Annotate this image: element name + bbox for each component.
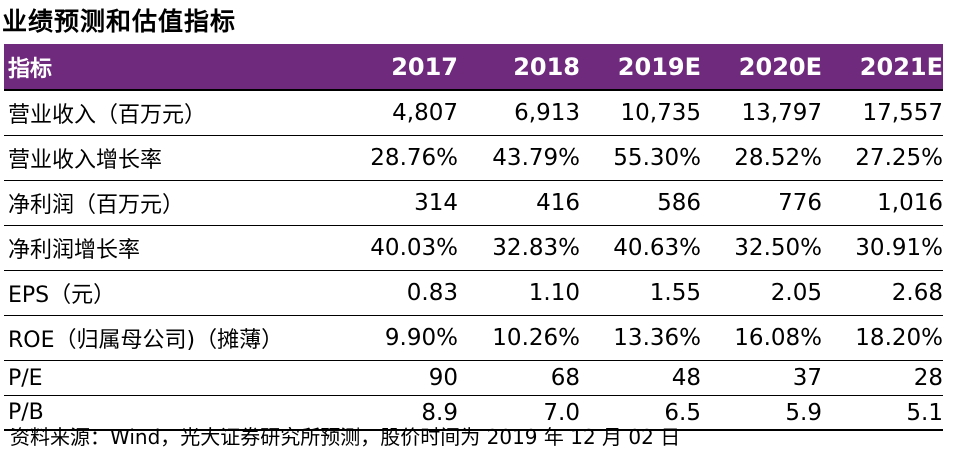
table-cell: 0.83	[406, 280, 458, 306]
table-cell: 2.05	[770, 280, 822, 306]
table-cell: 6,913	[514, 100, 580, 126]
table-cell: 43.79%	[492, 145, 580, 171]
row-label: 净利润（百万元）	[8, 193, 185, 218]
table-cell: 37	[792, 365, 822, 391]
table-row-net-profit-growth: 净利润增长率 40.03% 32.83% 40.63% 32.50% 30.91…	[4, 226, 943, 271]
table-cell: 10.26%	[492, 325, 580, 351]
table-cell: 40.63%	[613, 235, 701, 261]
table-cell: 13.36%	[613, 325, 701, 351]
table-cell: 1.10	[528, 280, 580, 306]
table-cell: 16.08%	[734, 325, 822, 351]
header-cell-indicator: 指标	[8, 56, 53, 82]
table-cell: 9.90%	[384, 325, 458, 351]
table-cell: 4,807	[392, 100, 458, 126]
header-cell-2021e: 2021E	[859, 52, 943, 81]
table-cell: 586	[657, 190, 701, 216]
table-row-revenue: 营业收入（百万元） 4,807 6,913 10,735 13,797 17,5…	[4, 91, 943, 136]
header-cell-2017: 2017	[391, 52, 458, 81]
forecast-valuation-table: 指标 2017 2018 2019E 2020E 2021E 营业收入（百万元）…	[4, 44, 943, 431]
table-cell: 30.91%	[855, 235, 943, 261]
table-cell: 5.9	[785, 399, 822, 426]
table-row-net-profit: 净利润（百万元） 314 416 586 776 1,016	[4, 181, 943, 226]
table-cell: 40.03%	[370, 235, 458, 261]
table-cell: 28.76%	[370, 145, 458, 171]
table-cell: 32.83%	[492, 235, 580, 261]
row-label: EPS（元）	[8, 283, 116, 308]
row-label: 营业收入增长率	[8, 148, 163, 173]
table-cell: 28	[913, 365, 943, 391]
table-cell: 32.50%	[734, 235, 822, 261]
table-cell: 8.9	[421, 399, 458, 426]
table-cell: 10,735	[620, 100, 701, 126]
table-row-pe: P/E 90 68 48 37 28	[4, 361, 943, 396]
table-cell: 6.5	[664, 399, 701, 426]
table-cell: 5.1	[906, 399, 943, 426]
row-label: P/B	[8, 400, 44, 425]
table-cell: 13,797	[741, 100, 822, 126]
table-cell: 28.52%	[734, 145, 822, 171]
table-cell: 7.0	[543, 399, 580, 426]
header-cell-2018: 2018	[513, 52, 580, 81]
source-note: 资料来源：Wind，光大证券研究所预测，股价时间为 2019 年 12 月 02…	[10, 425, 681, 449]
table-row-roe: ROE（归属母公司)（摊薄） 9.90% 10.26% 13.36% 16.08…	[4, 316, 943, 361]
table-header-row: 指标 2017 2018 2019E 2020E 2021E	[4, 44, 943, 91]
header-cell-2020e: 2020E	[738, 52, 822, 81]
table-cell: 90	[428, 365, 458, 391]
table-row-eps: EPS（元） 0.83 1.10 1.55 2.05 2.68	[4, 271, 943, 316]
table-cell: 2.68	[891, 280, 943, 306]
table-cell: 68	[550, 365, 580, 391]
table-cell: 48	[671, 365, 701, 391]
table-cell: 27.25%	[855, 145, 943, 171]
table-cell: 55.30%	[613, 145, 701, 171]
row-label: P/E	[8, 365, 43, 391]
row-label: 净利润增长率	[8, 238, 141, 263]
row-label: ROE（归属母公司)（摊薄）	[8, 328, 284, 353]
page-title: 业绩预测和估值指标	[2, 7, 237, 36]
row-label: 营业收入（百万元）	[8, 103, 207, 128]
table-cell: 18.20%	[855, 325, 943, 351]
table-cell: 776	[778, 190, 822, 216]
table-row-pb: P/B 8.9 7.0 6.5 5.9 5.1	[4, 396, 943, 431]
header-cell-2019e: 2019E	[617, 52, 701, 81]
table-cell: 314	[414, 190, 458, 216]
table-cell: 1.55	[649, 280, 701, 306]
table-cell: 416	[536, 190, 580, 216]
table-cell: 1,016	[877, 190, 943, 216]
table-cell: 17,557	[862, 100, 943, 126]
table-row-revenue-growth: 营业收入增长率 28.76% 43.79% 55.30% 28.52% 27.2…	[4, 136, 943, 181]
